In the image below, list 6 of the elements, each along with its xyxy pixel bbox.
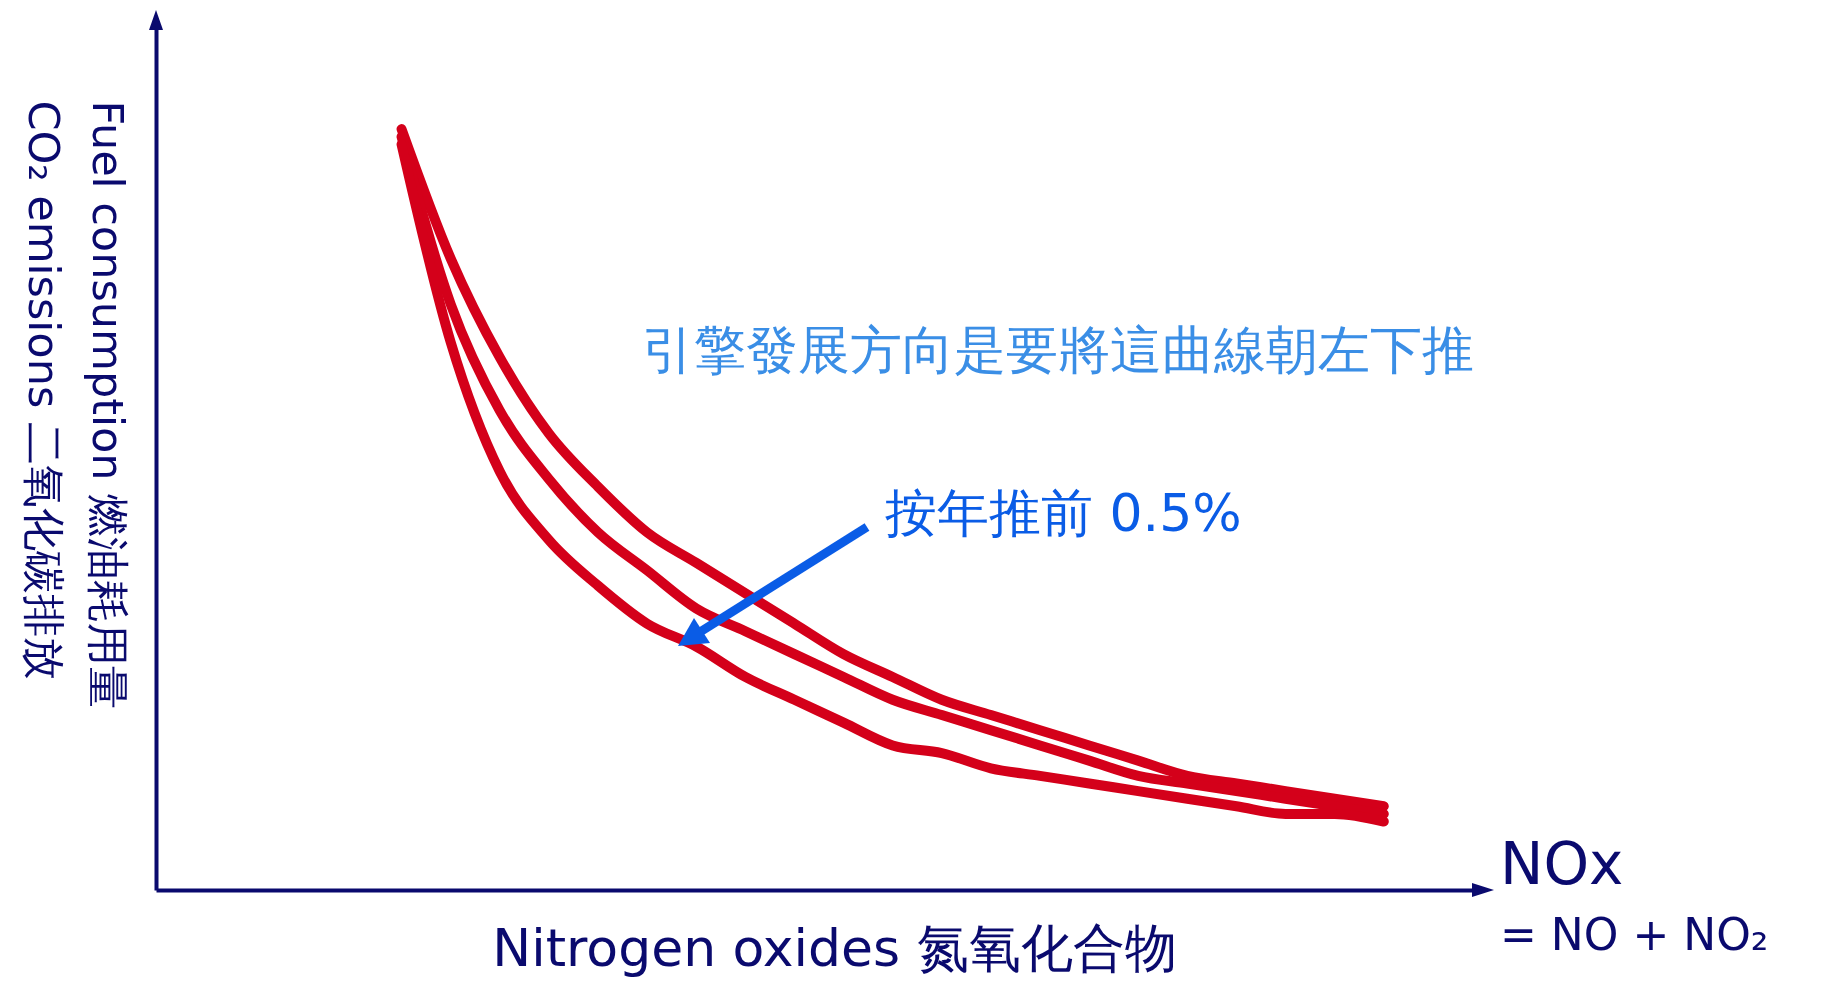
text: NOx bbox=[1500, 830, 1624, 898]
text: = NO + NO₂ bbox=[1500, 909, 1769, 960]
y-axis-title: Fuel consumption 燃油耗用量 CO₂ emissions 二氧化碳排放 bbox=[18, 100, 133, 710]
annotation: 引擎發展方向是要將這曲線朝左下推 bbox=[642, 320, 1474, 380]
annotation: 按年推前 0.5% bbox=[885, 483, 1242, 543]
x-axis-title: Nitrogen oxides 氮氧化合物 bbox=[492, 917, 1177, 978]
